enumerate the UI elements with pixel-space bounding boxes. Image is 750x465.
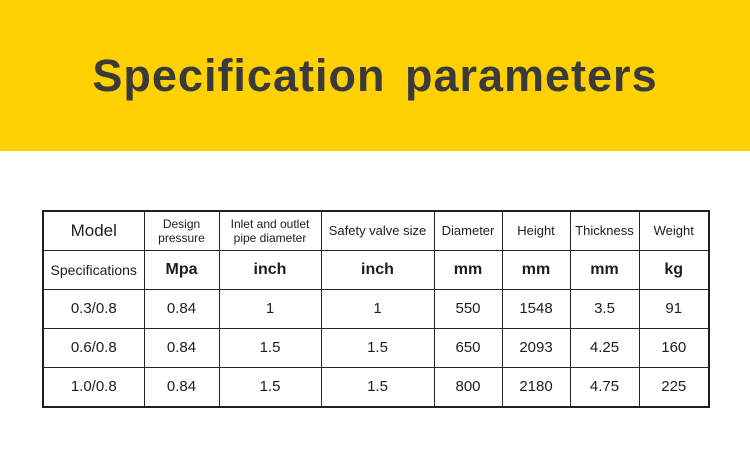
table-cell: 1.5 xyxy=(218,367,322,408)
table-cell: 160 xyxy=(638,328,710,368)
table-row: 0.3/0.8 0.84 1 1 550 1548 3.5 91 xyxy=(42,289,710,329)
table-cell: 1.5 xyxy=(218,328,322,368)
units-cell-inch-1: inch xyxy=(218,250,322,290)
header-cell-design-pressure: Design pressure xyxy=(143,210,220,251)
table-cell: 2180 xyxy=(501,367,571,408)
units-cell-specifications: Specifications xyxy=(42,250,145,290)
table-cell: 3.5 xyxy=(569,289,640,329)
banner: Specification parameters xyxy=(0,0,750,151)
table-cell: 1 xyxy=(218,289,322,329)
table-cell: 91 xyxy=(638,289,710,329)
units-cell-mpa: Mpa xyxy=(143,250,220,290)
units-cell-mm-3: mm xyxy=(569,250,640,290)
table-cell: 225 xyxy=(638,367,710,408)
units-cell-mm-2: mm xyxy=(501,250,571,290)
table-cell: 4.75 xyxy=(569,367,640,408)
header-cell-diameter: Diameter xyxy=(433,210,503,251)
table-cell: 2093 xyxy=(501,328,571,368)
table-cell: 0.84 xyxy=(143,328,220,368)
spec-table-container: Model Design pressure Inlet and outlet p… xyxy=(42,210,750,408)
table-cell: 0.84 xyxy=(143,289,220,329)
units-cell-inch-2: inch xyxy=(320,250,435,290)
table-cell: 1.0/0.8 xyxy=(42,367,145,408)
table-cell: 0.6/0.8 xyxy=(42,328,145,368)
header-cell-thickness: Thickness xyxy=(569,210,640,251)
table-cell: 650 xyxy=(433,328,503,368)
units-cell-mm-1: mm xyxy=(433,250,503,290)
units-cell-kg: kg xyxy=(638,250,710,290)
table-cell: 1.5 xyxy=(320,328,435,368)
table-units-row: Specifications Mpa inch inch mm mm mm kg xyxy=(42,250,710,290)
table-cell: 1.5 xyxy=(320,367,435,408)
table-cell: 1548 xyxy=(501,289,571,329)
header-cell-inlet-outlet: Inlet and outlet pipe diameter xyxy=(218,210,322,251)
table-row: 1.0/0.8 0.84 1.5 1.5 800 2180 4.75 225 xyxy=(42,367,710,408)
table-cell: 0.3/0.8 xyxy=(42,289,145,329)
page-title: Specification parameters xyxy=(92,49,658,101)
header-cell-weight: Weight xyxy=(638,210,710,251)
table-cell: 1 xyxy=(320,289,435,329)
table-cell: 4.25 xyxy=(569,328,640,368)
header-cell-safety-valve: Safety valve size xyxy=(320,210,435,251)
table-cell: 0.84 xyxy=(143,367,220,408)
spec-table: Model Design pressure Inlet and outlet p… xyxy=(42,210,710,408)
table-cell: 550 xyxy=(433,289,503,329)
table-header-row: Model Design pressure Inlet and outlet p… xyxy=(42,210,710,251)
header-cell-model: Model xyxy=(42,210,145,251)
table-cell: 800 xyxy=(433,367,503,408)
table-row: 0.6/0.8 0.84 1.5 1.5 650 2093 4.25 160 xyxy=(42,328,710,368)
header-cell-height: Height xyxy=(501,210,571,251)
